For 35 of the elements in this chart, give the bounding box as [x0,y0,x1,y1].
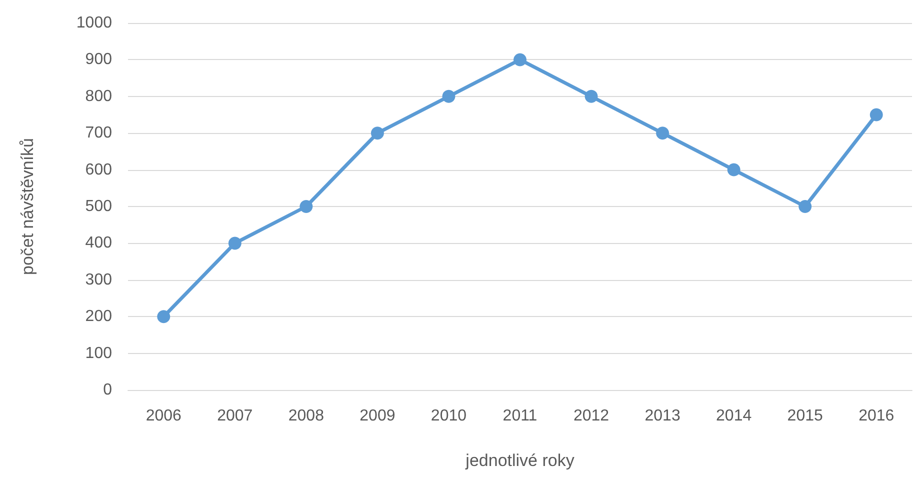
point [798,200,812,213]
y-tick-label: 800 [85,88,112,105]
x-tick-label: 2010 [430,408,467,424]
y-tick-label: 400 [85,234,112,252]
y-tick-label: 100 [85,344,112,362]
x-tick-label: 2011 [502,408,538,424]
x-axis-title: jednotlivé roky [464,451,575,470]
x-tick-label: 2016 [858,408,894,424]
x-tick-label: 2012 [573,408,610,424]
point [228,236,242,250]
y-tick-label: 600 [85,161,112,178]
y-tick-label: 500 [85,198,112,215]
x-tick-label: 2006 [146,408,182,424]
point [727,163,740,176]
x-tick-label: 2014 [716,408,752,424]
point [656,126,670,140]
point [442,90,456,103]
x-tick-label: 2015 [787,408,823,424]
x-tick-label: 2007 [217,408,253,424]
point [370,126,384,140]
y-axis-title: počet návštěvníků [18,138,37,276]
y-tick-label: 900 [85,51,112,68]
point [584,90,598,103]
x-tick-label: 2013 [644,408,680,424]
y-tick-label: 1000 [76,14,112,32]
point [300,200,313,213]
x-tick-label: 2009 [360,408,396,424]
y-tick-label: 0 [103,382,112,398]
point [514,53,526,66]
y-tick-label: 300 [85,271,112,288]
point [870,108,883,122]
x-tick-label: 2008 [288,408,324,424]
y-tick-label: 200 [85,308,112,326]
point [157,310,170,324]
y-tick-label: 700 [85,124,112,142]
